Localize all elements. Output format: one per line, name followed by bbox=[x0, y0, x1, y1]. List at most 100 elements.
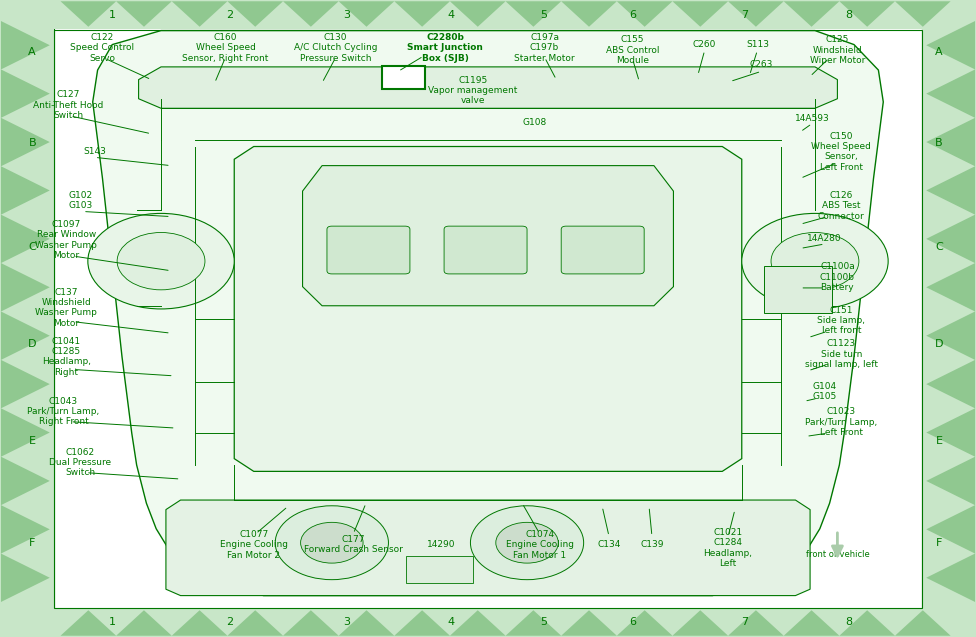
Text: 1: 1 bbox=[108, 617, 116, 627]
Polygon shape bbox=[1, 69, 50, 118]
Text: 1: 1 bbox=[108, 10, 116, 20]
Text: 14290: 14290 bbox=[427, 540, 456, 549]
Polygon shape bbox=[839, 1, 895, 27]
Polygon shape bbox=[926, 69, 975, 118]
Text: C263: C263 bbox=[750, 61, 773, 69]
Polygon shape bbox=[1, 457, 50, 505]
Polygon shape bbox=[926, 554, 975, 602]
FancyBboxPatch shape bbox=[0, 0, 54, 637]
FancyBboxPatch shape bbox=[0, 0, 976, 29]
Text: B: B bbox=[28, 138, 36, 148]
Text: 5: 5 bbox=[540, 617, 548, 627]
Polygon shape bbox=[617, 1, 672, 27]
Text: G108: G108 bbox=[523, 118, 547, 127]
Polygon shape bbox=[617, 610, 672, 636]
Polygon shape bbox=[116, 610, 172, 636]
Polygon shape bbox=[926, 21, 975, 69]
Text: 14A593: 14A593 bbox=[794, 114, 830, 123]
Polygon shape bbox=[1, 360, 50, 408]
Text: C127
Anti-Theft Hood
Switch: C127 Anti-Theft Hood Switch bbox=[33, 90, 103, 120]
Polygon shape bbox=[166, 500, 810, 596]
FancyBboxPatch shape bbox=[382, 66, 425, 89]
Text: C177
Forward Crash Sensor: C177 Forward Crash Sensor bbox=[304, 535, 403, 554]
Text: 4: 4 bbox=[447, 10, 455, 20]
FancyBboxPatch shape bbox=[327, 226, 410, 274]
Polygon shape bbox=[172, 1, 227, 27]
Text: 8: 8 bbox=[845, 10, 853, 20]
Text: front of vehicle: front of vehicle bbox=[805, 550, 870, 559]
Text: S113: S113 bbox=[746, 40, 769, 49]
Text: C137
Windshield
Washer Pump
Motor: C137 Windshield Washer Pump Motor bbox=[35, 287, 98, 328]
Text: E: E bbox=[28, 436, 36, 446]
Polygon shape bbox=[1, 408, 50, 457]
Text: 7: 7 bbox=[741, 10, 749, 20]
Circle shape bbox=[88, 213, 234, 309]
Text: C2280b
Smart Junction
Box (SJB): C2280b Smart Junction Box (SJB) bbox=[407, 33, 483, 62]
Text: 7: 7 bbox=[741, 617, 749, 627]
Text: C150
Wheel Speed
Sensor,
Left Front: C150 Wheel Speed Sensor, Left Front bbox=[811, 131, 872, 172]
Text: C155
ABS Control
Module: C155 ABS Control Module bbox=[606, 36, 659, 65]
Circle shape bbox=[496, 522, 558, 563]
Polygon shape bbox=[227, 610, 283, 636]
Text: C1195
Vapor management
valve: C1195 Vapor management valve bbox=[428, 76, 518, 105]
Text: 8: 8 bbox=[845, 617, 853, 627]
Text: C1100a
C1100b
Battery: C1100a C1100b Battery bbox=[820, 262, 855, 292]
Text: C160
Wheel Speed
Sensor, Right Front: C160 Wheel Speed Sensor, Right Front bbox=[183, 33, 268, 62]
Polygon shape bbox=[926, 457, 975, 505]
Text: C130
A/C Clutch Cycling
Pressure Switch: C130 A/C Clutch Cycling Pressure Switch bbox=[294, 33, 378, 62]
Text: 2: 2 bbox=[225, 617, 233, 627]
Text: C134: C134 bbox=[597, 540, 621, 549]
Text: B: B bbox=[935, 138, 943, 148]
FancyBboxPatch shape bbox=[0, 608, 976, 637]
Polygon shape bbox=[339, 610, 394, 636]
Text: C122
Speed Control
Servo: C122 Speed Control Servo bbox=[70, 33, 135, 62]
Text: 3: 3 bbox=[343, 617, 350, 627]
Text: G102
G103: G102 G103 bbox=[69, 191, 93, 210]
Text: G104
G105: G104 G105 bbox=[813, 382, 836, 401]
Polygon shape bbox=[450, 1, 506, 27]
Text: C139: C139 bbox=[640, 540, 664, 549]
Polygon shape bbox=[926, 263, 975, 311]
Text: A: A bbox=[935, 47, 943, 57]
Polygon shape bbox=[1, 166, 50, 215]
Text: 4: 4 bbox=[447, 617, 455, 627]
Polygon shape bbox=[895, 610, 951, 636]
FancyBboxPatch shape bbox=[764, 266, 832, 313]
Text: C1023
Park/Turn Lamp,
Left Front: C1023 Park/Turn Lamp, Left Front bbox=[805, 408, 877, 437]
Polygon shape bbox=[394, 610, 450, 636]
Text: C: C bbox=[28, 241, 36, 252]
Text: D: D bbox=[28, 339, 36, 349]
Polygon shape bbox=[61, 1, 116, 27]
Polygon shape bbox=[784, 1, 839, 27]
Text: C1043
Park/Turn Lamp,
Right Front: C1043 Park/Turn Lamp, Right Front bbox=[27, 397, 100, 426]
Text: F: F bbox=[936, 538, 942, 548]
Polygon shape bbox=[926, 505, 975, 554]
Polygon shape bbox=[672, 1, 728, 27]
Text: E: E bbox=[935, 436, 943, 446]
Polygon shape bbox=[926, 360, 975, 408]
Text: C1074
Engine Cooling
Fan Motor 1: C1074 Engine Cooling Fan Motor 1 bbox=[506, 530, 574, 559]
Polygon shape bbox=[283, 1, 339, 27]
Polygon shape bbox=[506, 1, 561, 27]
Text: C1097
Rear Window
Washer Pump
Motor: C1097 Rear Window Washer Pump Motor bbox=[35, 220, 98, 261]
Text: F: F bbox=[29, 538, 35, 548]
Polygon shape bbox=[672, 610, 728, 636]
Circle shape bbox=[470, 506, 584, 580]
FancyBboxPatch shape bbox=[444, 226, 527, 274]
Text: C260: C260 bbox=[693, 40, 716, 49]
Text: C126
ABS Test
Connector: C126 ABS Test Connector bbox=[818, 191, 865, 220]
Text: C1077
Engine Cooling
Fan Motor 2: C1077 Engine Cooling Fan Motor 2 bbox=[220, 530, 288, 559]
Polygon shape bbox=[227, 1, 283, 27]
Circle shape bbox=[275, 506, 388, 580]
Polygon shape bbox=[394, 1, 450, 27]
Text: 2: 2 bbox=[225, 10, 233, 20]
Polygon shape bbox=[839, 610, 895, 636]
Circle shape bbox=[117, 233, 205, 290]
Text: C1062
Dual Pressure
Switch: C1062 Dual Pressure Switch bbox=[49, 448, 111, 477]
Circle shape bbox=[771, 233, 859, 290]
Text: 14A280: 14A280 bbox=[807, 234, 842, 243]
Text: A: A bbox=[28, 47, 36, 57]
FancyBboxPatch shape bbox=[922, 0, 976, 637]
Text: C151
Side lamp,
left front: C151 Side lamp, left front bbox=[817, 306, 866, 335]
Polygon shape bbox=[561, 610, 617, 636]
